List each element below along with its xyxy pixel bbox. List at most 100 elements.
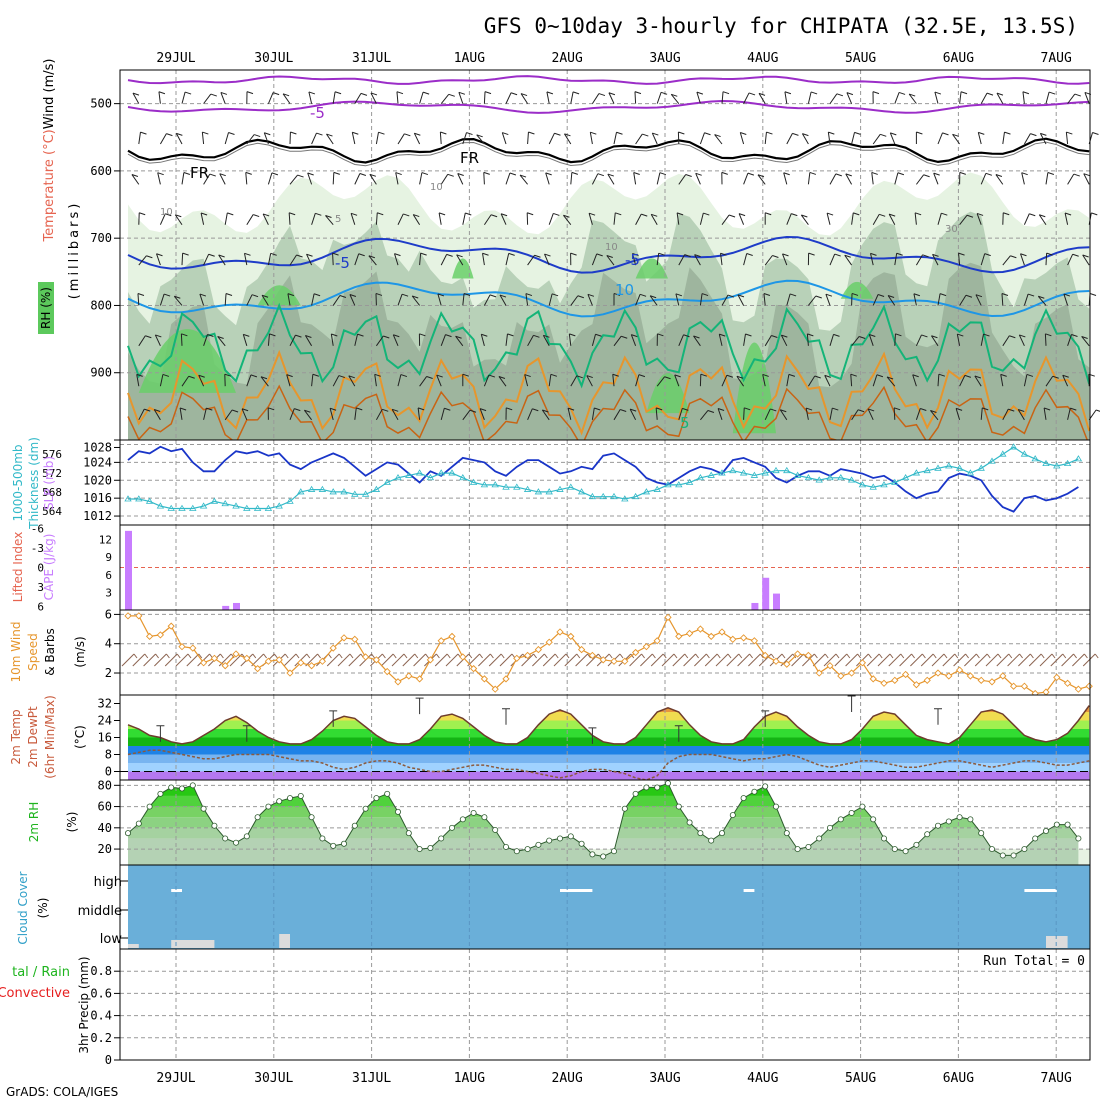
- wind-barb: [720, 253, 723, 266]
- rh2m-point: [362, 805, 369, 812]
- wind10m-barb-flag: [219, 653, 224, 659]
- slp-thickness-lines: [124, 443, 1083, 513]
- wind-barb-flag: [224, 373, 231, 377]
- wind-barb: [693, 335, 701, 347]
- wind-barb: [1084, 92, 1090, 104]
- wind-barb-flag: [815, 295, 822, 299]
- wind10m-barb: [488, 653, 502, 667]
- wind10m-barb-flag: [489, 653, 494, 659]
- wind-barb-flag: [1010, 255, 1017, 259]
- wind10m-barb: [521, 653, 534, 667]
- wind-barb: [758, 93, 766, 104]
- bottom-date-label: 1AUG: [454, 1071, 485, 1086]
- rh2m-point: [978, 830, 985, 837]
- wind10m-barb: [1007, 653, 1020, 667]
- contour-minus5: [127, 99, 1090, 114]
- temp-band: [128, 754, 1090, 763]
- wind-barb: [138, 255, 147, 266]
- wind-barb-flag: [974, 375, 981, 379]
- wind-barb: [808, 295, 817, 306]
- wind-barb: [440, 408, 445, 420]
- wind-barb-flag: [448, 93, 455, 97]
- wind-barb: [375, 409, 383, 421]
- wind-barb-flag: [184, 91, 192, 95]
- wind-barb-flag: [896, 252, 903, 256]
- rh-shade-green: [646, 372, 690, 414]
- wind-barb-flag: [703, 212, 710, 216]
- wind-barb-flag: [826, 212, 834, 216]
- cape-axes: -6 -3 0 3 6 3 6 9 12: [31, 522, 112, 613]
- wind-barb: [656, 172, 661, 185]
- wind-barb: [851, 132, 855, 145]
- wind-barb-flag: [985, 172, 993, 176]
- wind-barb: [158, 91, 161, 104]
- wind-barb-flag: [400, 374, 408, 378]
- wind-barb-flag: [421, 172, 429, 176]
- wind-barb-flag: [586, 375, 593, 379]
- wind-barb: [412, 214, 421, 225]
- wind-barb: [303, 409, 312, 421]
- wind-barb: [289, 334, 296, 347]
- wind-barb: [219, 173, 226, 185]
- top-date-label: 2AUG: [552, 51, 583, 66]
- wind-barb-flag: [456, 254, 463, 258]
- wind-barb: [542, 335, 550, 347]
- wind10m-point: [405, 672, 413, 680]
- thickness-point: [135, 495, 143, 502]
- wind10m-point: [599, 656, 607, 664]
- bottom-date-label: 2AUG: [552, 1071, 583, 1086]
- wind-barb-flag: [268, 407, 275, 411]
- wind-barb: [527, 254, 535, 266]
- wind10m-point: [837, 672, 845, 680]
- wind10m-barb: [823, 653, 837, 667]
- wind10m-point: [847, 669, 856, 677]
- rh2m-point: [816, 835, 823, 842]
- y-tick-label: 40: [98, 821, 112, 835]
- wind-barb-flag: [426, 375, 433, 379]
- thickness-point: [955, 464, 964, 471]
- thickness-point: [988, 457, 996, 464]
- thickness-point: [804, 474, 813, 481]
- wind-barb-flag: [828, 131, 835, 135]
- wind-barb-flag: [163, 293, 171, 297]
- wind-barb: [887, 295, 896, 306]
- chart-title: GFS 0~10day 3-hourly for CHIPATA (32.5E,…: [484, 14, 1078, 38]
- wind-barb-flag: [1019, 334, 1026, 338]
- wind-barb-flag: [876, 374, 884, 378]
- wind10m-point: [307, 662, 316, 670]
- wind-barb: [872, 374, 878, 387]
- wind10m-barb-flag: [565, 653, 570, 659]
- cape-bars: [125, 530, 780, 610]
- wind-barb: [700, 410, 709, 421]
- wind-barb-flag: [304, 409, 311, 413]
- wind-barb-flag: [1046, 252, 1053, 256]
- wind-barb: [757, 174, 766, 185]
- cape-label: CAPE (J/kg): [42, 534, 56, 601]
- wind-barb-flag: [660, 91, 668, 95]
- thickness-point: [675, 481, 683, 488]
- wind-barb-flag: [1018, 409, 1025, 413]
- rh2m-point: [416, 846, 423, 853]
- wind10m-barb: [812, 653, 826, 667]
- wind-barb: [801, 133, 809, 145]
- wind10m-barb: [1028, 653, 1042, 667]
- wind-barb-flag: [312, 373, 320, 377]
- wind-barb: [368, 255, 377, 266]
- wind-barb: [260, 376, 269, 387]
- wind-barb-flag: [162, 373, 170, 377]
- y-tick-label: 4: [105, 637, 112, 651]
- wind-barb-flag: [528, 131, 535, 135]
- wind-barb-flag: [436, 374, 443, 378]
- wind-barb-flag: [220, 91, 228, 95]
- wind-barb-flag: [209, 173, 216, 177]
- wind10m-barb-flag: [868, 653, 872, 659]
- wind-barb-flag: [772, 255, 779, 258]
- wind10m-barb-flag: [673, 653, 678, 659]
- wind-barb-flag: [721, 171, 728, 175]
- wind-barb-flag: [510, 92, 518, 96]
- wind10m-point: [167, 622, 175, 630]
- wind10m-barb-flag: [252, 653, 257, 659]
- cape-bar: [233, 602, 240, 610]
- wind-barb-flag: [262, 213, 270, 217]
- rh-line: [125, 780, 1082, 860]
